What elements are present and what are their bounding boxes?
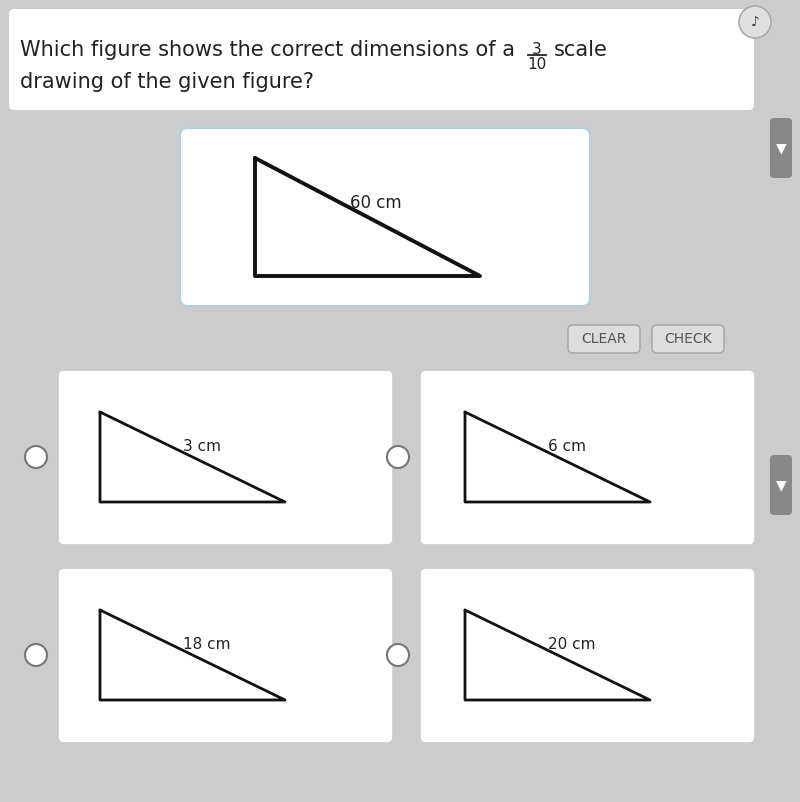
FancyBboxPatch shape — [420, 568, 755, 743]
Text: ▼: ▼ — [776, 478, 786, 492]
Text: 3: 3 — [532, 42, 542, 57]
Text: 3 cm: 3 cm — [183, 439, 222, 454]
FancyBboxPatch shape — [770, 118, 792, 178]
Circle shape — [387, 446, 409, 468]
Circle shape — [25, 644, 47, 666]
FancyBboxPatch shape — [8, 8, 755, 111]
Text: 18 cm: 18 cm — [183, 637, 230, 652]
Circle shape — [387, 644, 409, 666]
Text: scale: scale — [554, 40, 608, 60]
Text: CLEAR: CLEAR — [582, 332, 626, 346]
Text: 60 cm: 60 cm — [350, 194, 401, 212]
Circle shape — [25, 446, 47, 468]
FancyBboxPatch shape — [652, 325, 724, 353]
Text: 10: 10 — [527, 57, 546, 72]
Text: ▼: ▼ — [776, 141, 786, 155]
FancyBboxPatch shape — [180, 128, 590, 306]
FancyBboxPatch shape — [420, 370, 755, 545]
FancyBboxPatch shape — [58, 568, 393, 743]
Text: ♪: ♪ — [750, 15, 759, 29]
Text: 6 cm: 6 cm — [548, 439, 586, 454]
Text: 20 cm: 20 cm — [548, 637, 596, 652]
FancyBboxPatch shape — [58, 370, 393, 545]
FancyBboxPatch shape — [568, 325, 640, 353]
Text: CHECK: CHECK — [664, 332, 712, 346]
Circle shape — [739, 6, 771, 38]
Text: drawing of the given figure?: drawing of the given figure? — [20, 72, 314, 92]
Text: Which figure shows the correct dimensions of a: Which figure shows the correct dimension… — [20, 40, 515, 60]
FancyBboxPatch shape — [770, 455, 792, 515]
